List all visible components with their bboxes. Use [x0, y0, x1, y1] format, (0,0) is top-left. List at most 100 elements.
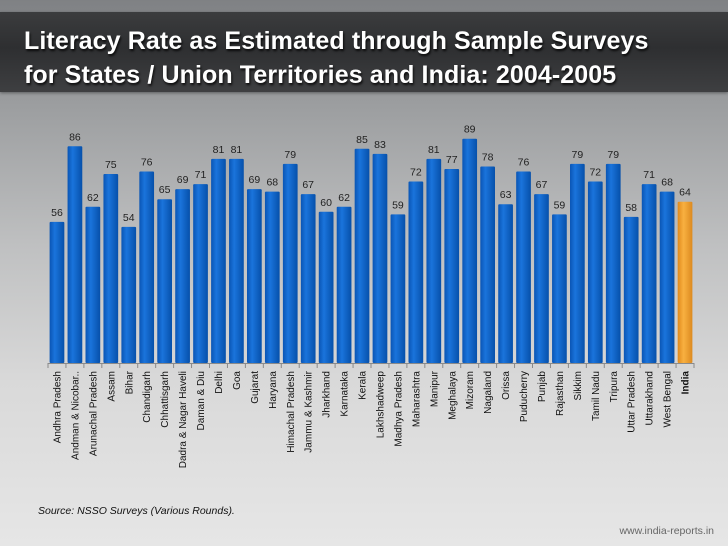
bar-assam: [103, 174, 119, 363]
category-label: Andman & Nicobar..: [70, 371, 81, 460]
value-label: 79: [284, 149, 296, 161]
category-label: Karnataka: [340, 371, 351, 417]
value-label: 71: [195, 169, 207, 181]
bar-chandigarh: [139, 171, 155, 363]
bar-jharkhand: [318, 211, 334, 363]
category-label: Arunachal Pradesh: [88, 371, 99, 456]
category-label: Mizoram: [465, 371, 476, 409]
bar-mizoram: [462, 138, 478, 363]
bar-lakhshadweep: [372, 153, 388, 363]
value-label: 77: [446, 154, 458, 166]
category-label: Sikkim: [573, 371, 584, 400]
bar-uttar-pradesh: [623, 216, 639, 363]
category-label: Nagaland: [483, 371, 494, 414]
category-label: Himachal Pradesh: [286, 371, 297, 453]
category-label: Daman & Diu: [196, 371, 207, 430]
category-label: Goa: [232, 371, 243, 390]
value-labels-group: 56 86 62 75 54 76 65 69 71 81 81 69 68 79 67 60 62 85 83 59…: [51, 124, 691, 224]
bar-gujarat: [247, 189, 262, 363]
category-label: Bihar: [124, 370, 135, 394]
category-label: Rajasthan: [555, 371, 566, 416]
value-label: 81: [428, 144, 440, 156]
bar-uttarakhand: [641, 184, 657, 363]
value-label: 85: [356, 134, 368, 146]
category-label: Dadra & Nagar Haveli: [178, 371, 189, 468]
bar-sikkim: [570, 163, 585, 363]
bar-india: [677, 201, 693, 363]
value-label: 71: [643, 169, 655, 181]
x-ticks-group: [47, 363, 695, 368]
title-band: Literacy Rate as Estimated through Sampl…: [0, 12, 728, 92]
value-label: 65: [159, 184, 171, 196]
bar-tripura: [605, 163, 621, 363]
category-label: Kerala: [358, 371, 369, 400]
value-label: 58: [625, 202, 637, 214]
bar-maharashtra: [408, 181, 424, 363]
bar-west-bengal: [659, 191, 675, 363]
value-label: 72: [589, 167, 601, 179]
category-label: Manipur: [429, 370, 440, 407]
bar-rajasthan: [552, 214, 567, 363]
value-label: 79: [572, 149, 584, 161]
chart-title-line-2: for States / Union Territories and India…: [24, 61, 617, 89]
category-label: West Bengal: [663, 371, 674, 428]
value-label: 59: [554, 199, 566, 211]
bar-meghalaya: [444, 168, 460, 363]
bar-karnataka: [336, 206, 352, 363]
value-label: 69: [249, 174, 261, 186]
bar-puducherry: [516, 171, 531, 363]
value-label: 62: [338, 192, 350, 204]
value-label: 67: [302, 179, 314, 191]
category-label: Chhattisgarh: [160, 371, 171, 428]
value-label: 63: [500, 189, 512, 201]
bar-nagaland: [480, 166, 495, 363]
value-label: 67: [536, 179, 548, 191]
category-label: Gujarat: [250, 371, 261, 404]
bar-madhya-pradesh: [390, 214, 406, 363]
value-label: 79: [607, 149, 619, 161]
bar-kerala: [354, 148, 370, 363]
bar-goa: [229, 158, 244, 363]
value-label: 72: [410, 167, 422, 179]
bar-andhra-pradesh: [49, 221, 65, 363]
category-labels-group: Andhra Pradesh Andman & Nicobar.. Arunacha…: [52, 370, 691, 468]
category-label: Chandigarh: [142, 371, 153, 423]
website-link[interactable]: www.india-reports.in: [619, 525, 714, 537]
value-label: 81: [231, 144, 243, 156]
category-label: Maharashtra: [411, 371, 422, 428]
value-label: 89: [464, 124, 476, 136]
bar-chhattisgarh: [157, 199, 172, 363]
value-label: 68: [266, 177, 278, 189]
category-label: Orissa: [501, 371, 512, 400]
bar-arunachal-pradesh: [85, 206, 101, 363]
value-label: 59: [392, 199, 404, 211]
bar-himachal-pradesh: [282, 163, 298, 363]
value-label: 81: [213, 144, 225, 156]
value-label: 68: [661, 177, 673, 189]
value-label: 76: [141, 156, 153, 168]
category-label: Uttarakhand: [645, 371, 656, 425]
category-label: Meghalaya: [447, 371, 458, 420]
bar-daman-diu: [193, 184, 208, 363]
category-label: Assam: [106, 371, 117, 402]
category-label: Jharkhand: [322, 371, 333, 418]
value-label: 86: [69, 131, 81, 143]
bar-manipur: [426, 158, 442, 363]
category-label: Uttar Pradesh: [627, 371, 638, 433]
bar-delhi: [211, 158, 226, 363]
bar-dadra-nagar-haveli: [175, 189, 190, 363]
chart-title-line-1: Literacy Rate as Estimated through Sampl…: [24, 27, 649, 55]
category-label: Tamil Nadu: [591, 371, 602, 421]
source-note: Source: NSSO Surveys (Various Rounds).: [38, 505, 235, 517]
category-label: Madhya Pradesh: [393, 371, 404, 447]
category-label: Andhra Pradesh: [52, 371, 63, 443]
category-label: Jammu & Kashmir: [304, 370, 315, 452]
category-label: Puducherry: [519, 371, 530, 422]
value-label: 54: [123, 212, 135, 224]
category-label: Haryana: [268, 371, 279, 409]
value-label: 64: [679, 187, 691, 199]
value-label: 78: [482, 151, 494, 163]
category-label: Tripura: [609, 371, 620, 403]
bar-punjab: [534, 194, 549, 363]
bar-andman-nicobar: [67, 146, 83, 363]
